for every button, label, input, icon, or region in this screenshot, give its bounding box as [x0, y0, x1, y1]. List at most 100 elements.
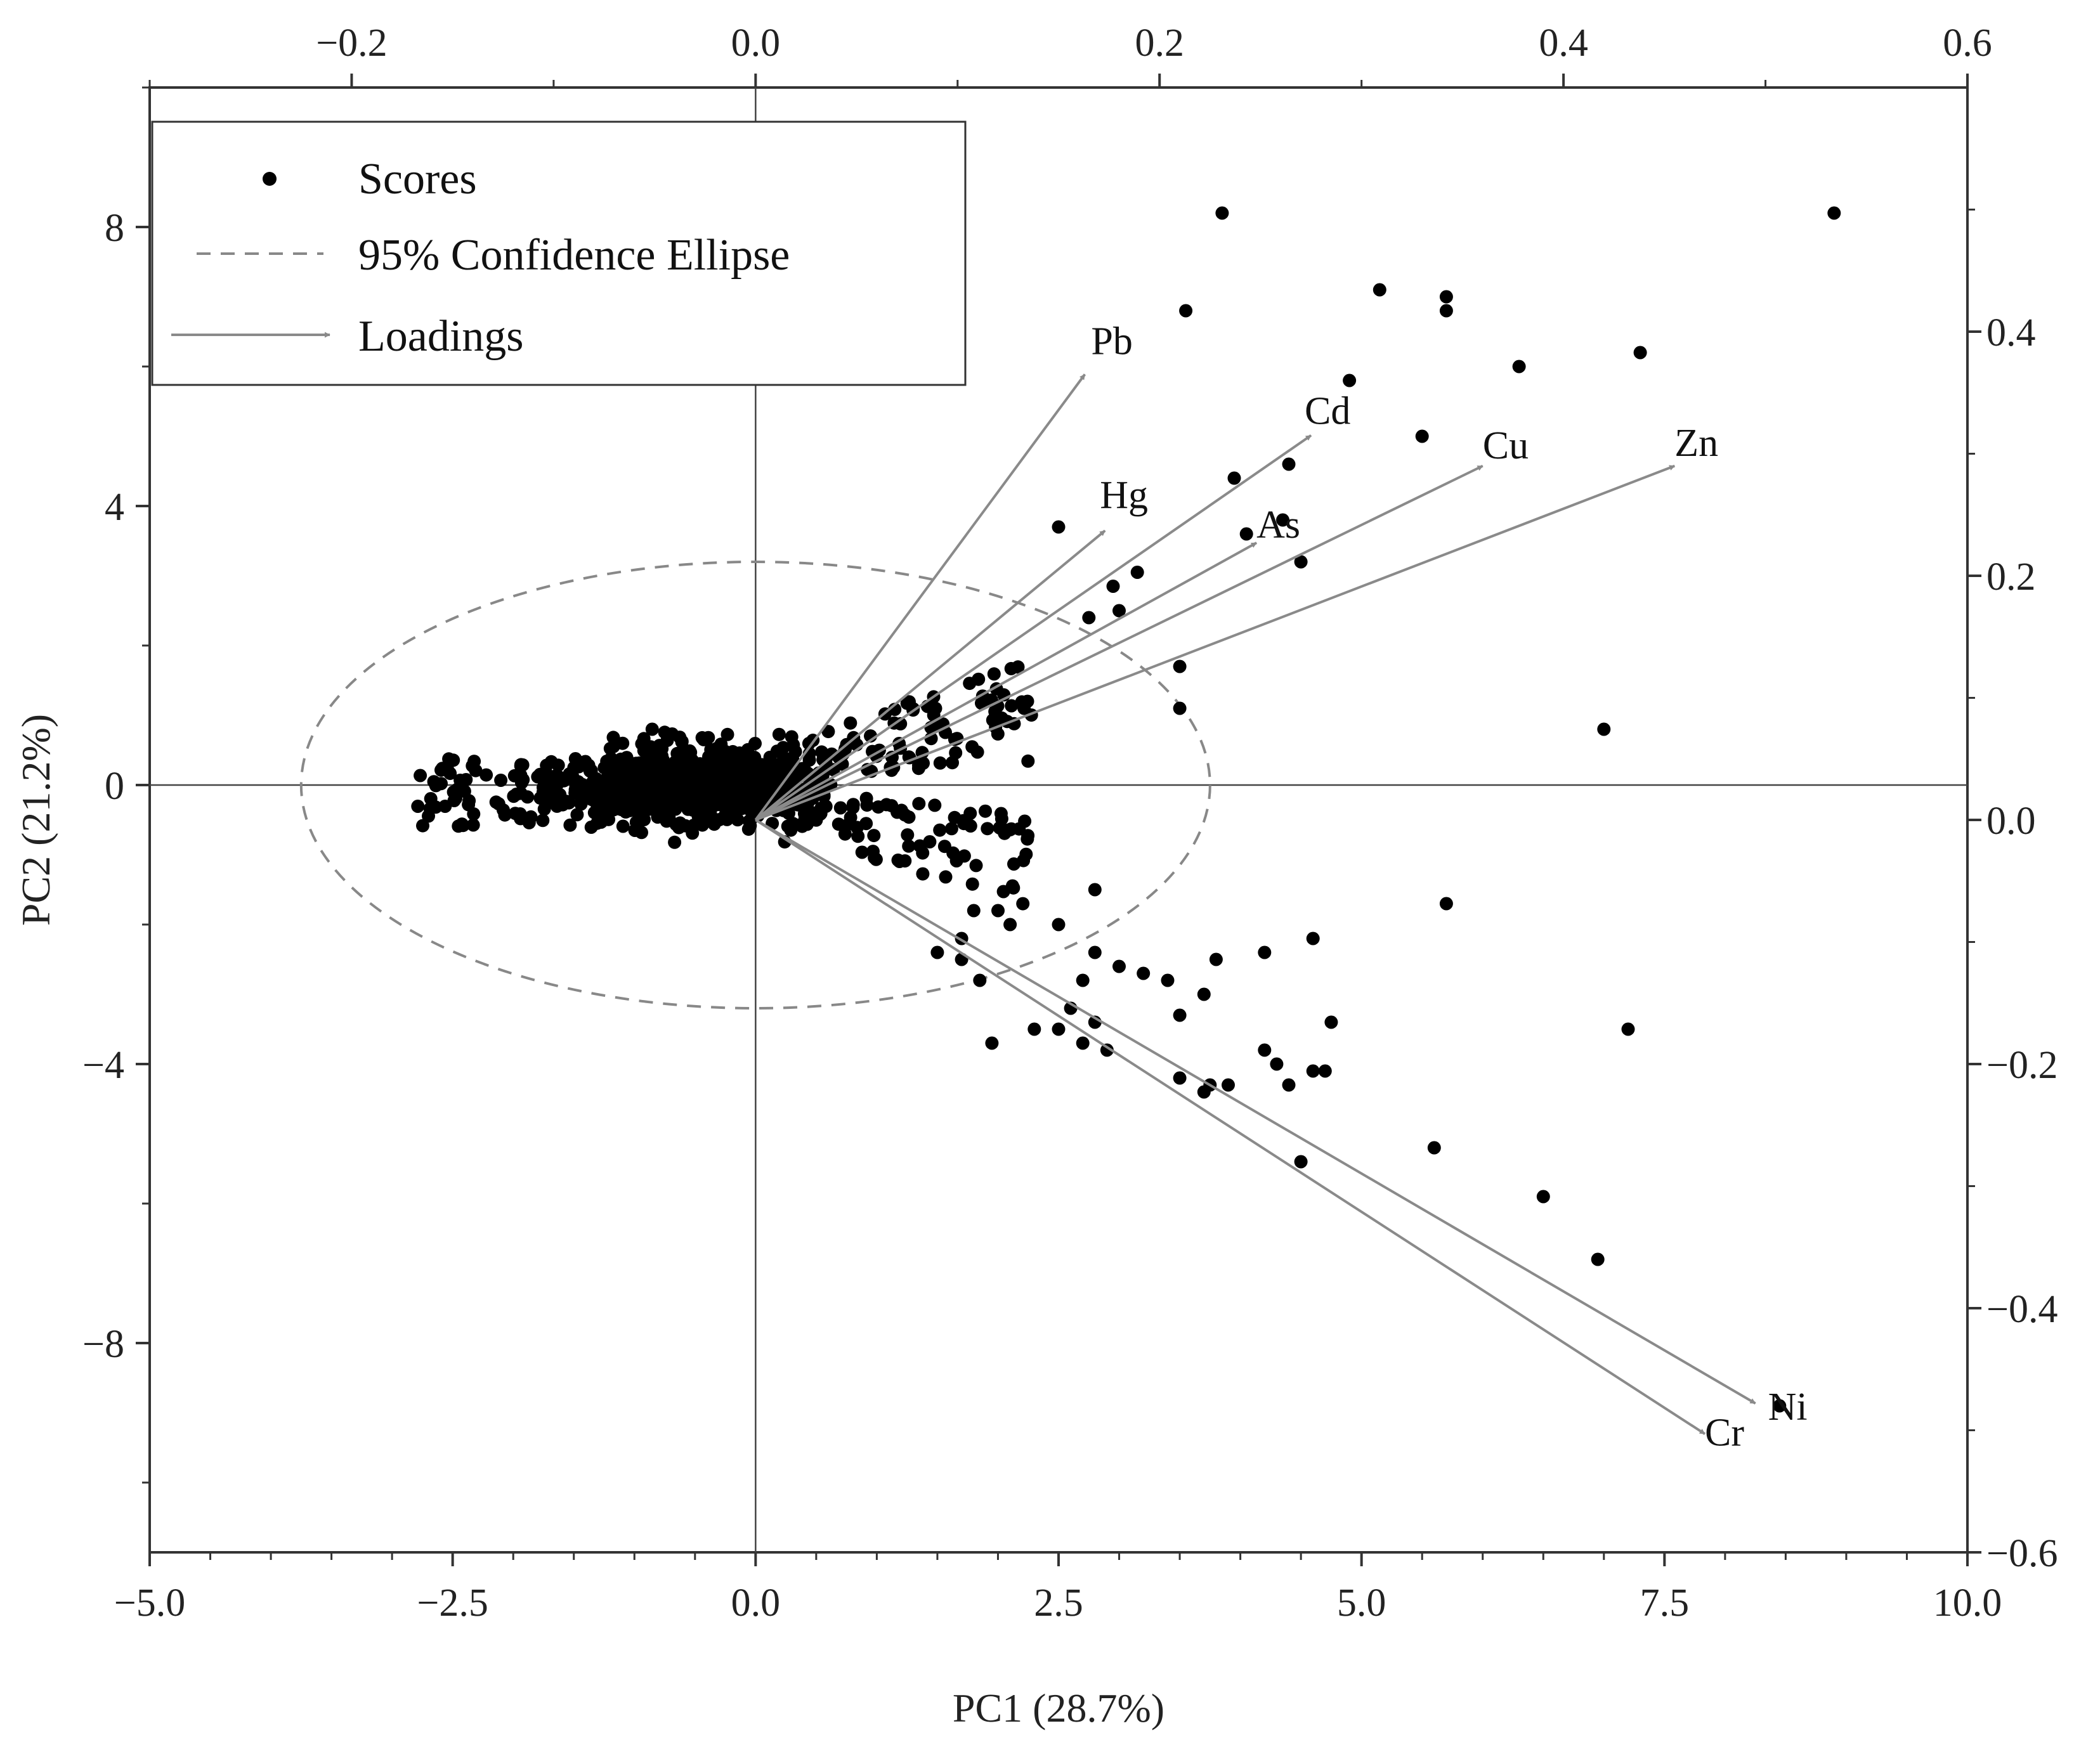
- score-point: [1197, 987, 1211, 1001]
- score-point: [616, 819, 630, 833]
- score-point: [597, 761, 611, 775]
- score-point: [479, 768, 493, 782]
- top-tick-label: 0.2: [1135, 22, 1184, 65]
- score-point: [653, 797, 667, 811]
- score-point: [456, 819, 470, 833]
- score-point: [658, 725, 672, 739]
- score-point: [901, 828, 915, 842]
- score-point: [681, 790, 695, 804]
- score-point: [913, 839, 927, 853]
- legend-scores-label: Scores: [358, 155, 477, 204]
- score-point: [911, 762, 925, 776]
- score-point: [1282, 457, 1296, 471]
- score-point: [1076, 1036, 1090, 1050]
- score-point: [844, 810, 858, 824]
- score-point: [601, 812, 615, 826]
- score-point: [632, 775, 646, 789]
- loading-arrow-as: [755, 542, 1258, 821]
- right-tick-label: 0.0: [1986, 800, 2036, 843]
- score-point: [833, 801, 847, 815]
- score-point: [730, 799, 744, 813]
- score-point: [1294, 555, 1308, 569]
- score-point: [973, 973, 987, 987]
- score-point: [1439, 304, 1453, 318]
- score-point: [902, 839, 916, 853]
- score-point: [748, 737, 762, 750]
- score-point: [1258, 1043, 1272, 1057]
- score-point: [1161, 973, 1175, 987]
- score-point: [900, 696, 914, 710]
- score-point: [537, 779, 551, 793]
- score-point: [788, 765, 802, 778]
- score-point: [944, 822, 958, 836]
- score-point: [761, 775, 775, 789]
- score-point: [721, 727, 734, 741]
- score-point: [991, 727, 1005, 741]
- score-point: [637, 803, 651, 817]
- score-point: [1005, 699, 1019, 713]
- score-point: [416, 819, 429, 833]
- score-point: [1100, 1043, 1114, 1057]
- score-point: [611, 790, 625, 804]
- loading-arrow-cr: [755, 819, 1706, 1435]
- score-point: [429, 800, 443, 814]
- score-point: [683, 750, 697, 763]
- score-point: [1343, 373, 1357, 387]
- loading-arrow-cu: [755, 464, 1484, 821]
- score-point: [1088, 883, 1102, 897]
- score-point: [1306, 932, 1320, 945]
- score-point: [645, 722, 659, 736]
- score-point: [930, 945, 944, 959]
- score-point: [536, 814, 550, 828]
- score-point: [1306, 1064, 1320, 1078]
- score-point: [963, 677, 977, 691]
- score-point: [979, 804, 992, 818]
- score-point: [1106, 580, 1120, 593]
- x-tick-label: 5.0: [1337, 1581, 1386, 1625]
- score-point: [603, 741, 617, 755]
- score-point: [675, 734, 689, 748]
- score-point: [832, 817, 845, 831]
- score-point: [667, 781, 681, 795]
- y-axis-title: PC2 (21.2%): [13, 714, 58, 926]
- score-point: [1318, 1064, 1332, 1078]
- score-point: [969, 859, 983, 873]
- top-axis: −0.2 0.0 0.2 0.4 0.6: [148, 22, 1992, 88]
- x-tick-label: 7.5: [1640, 1581, 1690, 1625]
- score-point: [892, 737, 906, 750]
- bottom-axis: −5.0 −2.5 0.0 2.5 5.0 7.5 10.0: [114, 1552, 2002, 1625]
- score-point: [466, 818, 480, 832]
- score-point: [701, 771, 715, 785]
- score-point: [459, 773, 473, 786]
- score-point: [1294, 1155, 1308, 1169]
- score-point: [1591, 1252, 1605, 1266]
- score-point: [1082, 611, 1096, 625]
- score-point: [965, 740, 979, 754]
- left-axis: −8 −4 0 4 8: [82, 86, 150, 1484]
- score-point: [1215, 206, 1229, 220]
- score-point: [1536, 1190, 1550, 1204]
- score-point: [855, 845, 869, 859]
- score-point: [851, 829, 865, 843]
- score-point: [629, 815, 643, 829]
- score-point: [939, 870, 953, 884]
- score-point: [1173, 659, 1187, 673]
- right-tick-label: −0.4: [1986, 1288, 2058, 1331]
- score-point: [726, 759, 740, 773]
- score-point: [1239, 527, 1253, 541]
- score-point: [802, 780, 816, 794]
- score-point: [1258, 945, 1272, 959]
- score-point: [708, 784, 722, 798]
- legend-loadings-label: Loadings: [358, 312, 524, 361]
- y-tick-label: −8: [82, 1323, 124, 1366]
- score-point: [797, 816, 811, 830]
- score-point: [721, 770, 735, 784]
- score-point: [1227, 471, 1241, 485]
- score-point: [741, 822, 755, 836]
- score-point: [1019, 847, 1033, 861]
- loadings-layer: Pb Cd Hg As Cu Zn Ni Cr: [754, 320, 1808, 1454]
- score-point: [1003, 918, 1017, 932]
- score-point: [676, 766, 690, 780]
- score-point: [1021, 832, 1034, 846]
- score-point: [685, 800, 699, 814]
